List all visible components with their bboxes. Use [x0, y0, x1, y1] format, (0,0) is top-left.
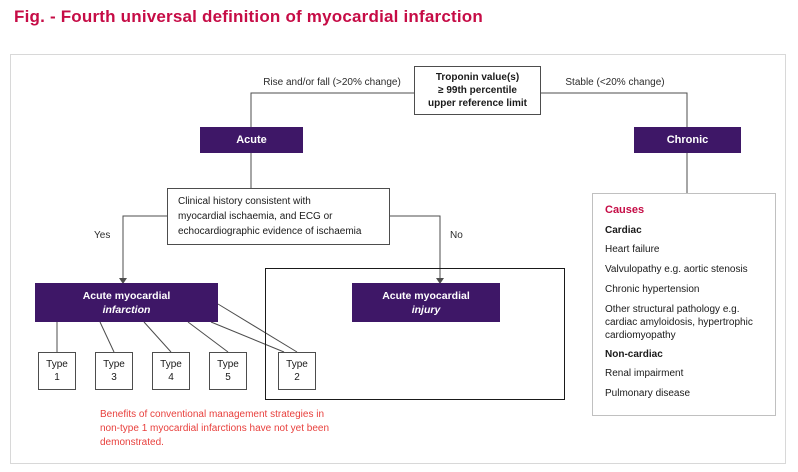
causes-item: Chronic hypertension — [605, 284, 700, 295]
clinical-line3: echocardiographic evidence of ischaemia — [178, 226, 362, 237]
troponin-line2: ≥ 99th percentile — [438, 85, 517, 96]
injury-group-outline — [265, 268, 565, 400]
acute-box: Acute — [200, 127, 303, 153]
type-3-box: Type 3 — [95, 352, 133, 390]
causes-noncardiac-header: Non-cardiac — [605, 349, 663, 360]
no-label: No — [450, 230, 463, 241]
causes-item: Heart failure — [605, 244, 660, 255]
chronic-causes-box: Causes Cardiac Heart failure Valvulopath… — [592, 193, 776, 416]
acute-mi-box: Acute myocardial infarction — [35, 283, 218, 322]
figure-title: Fig. - Fourth universal definition of my… — [14, 7, 483, 26]
acute-mi-line1: Acute myocardial — [82, 289, 171, 302]
yes-label: Yes — [94, 230, 111, 241]
acute-mi-line2: infarction — [102, 303, 151, 316]
causes-item: Pulmonary disease — [605, 388, 691, 399]
type-5-box: Type 5 — [209, 352, 247, 390]
footnote: Benefits of conventional management stra… — [100, 409, 330, 448]
type-number: 3 — [111, 372, 117, 383]
acute-injury-line1: Acute myocardial — [382, 289, 470, 302]
chronic-label: Chronic — [666, 134, 709, 146]
troponin-line1: Troponin value(s) — [435, 72, 520, 83]
clinical-line1: Clinical history consistent with — [178, 196, 311, 207]
causes-cardiac-header: Cardiac — [605, 225, 642, 236]
chronic-box: Chronic — [634, 127, 741, 153]
acute-injury-line2: injury — [411, 303, 441, 316]
type-2-box: Type 2 — [278, 352, 316, 390]
type-word: Type — [160, 359, 182, 370]
type-word: Type — [46, 359, 68, 370]
type-4-box: Type 4 — [152, 352, 190, 390]
type-number: 4 — [168, 372, 174, 383]
type-word: Type — [103, 359, 125, 370]
type-number: 1 — [54, 372, 60, 383]
acute-injury-box: Acute myocardial injury — [352, 283, 500, 322]
type-number: 5 — [225, 372, 231, 383]
causes-heading: Causes — [605, 204, 645, 216]
branch-label-rise: Rise and/or fall (>20% change) — [263, 77, 401, 88]
causes-item: Valvulopathy e.g. aortic stenosis — [605, 264, 748, 275]
troponin-box: Troponin value(s) ≥ 99th percentile uppe… — [414, 66, 541, 115]
type-number: 2 — [294, 372, 300, 383]
type-1-box: Type 1 — [38, 352, 76, 390]
type-word: Type — [286, 359, 308, 370]
causes-item: Other structural pathology e.g. cardiac … — [605, 304, 753, 341]
acute-label: Acute — [236, 134, 267, 146]
branch-label-stable: Stable (<20% change) — [565, 77, 665, 88]
causes-item: Renal impairment — [605, 368, 684, 379]
troponin-line3: upper reference limit — [428, 98, 527, 109]
type-word: Type — [217, 359, 239, 370]
clinical-line2: myocardial ischaemia, and ECG or — [178, 211, 333, 222]
clinical-history-box: Clinical history consistent with myocard… — [167, 188, 390, 245]
